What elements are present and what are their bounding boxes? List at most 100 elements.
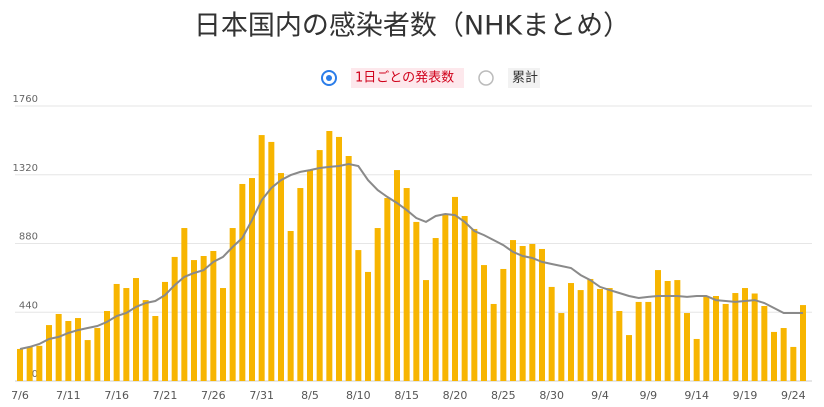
x-tick-label: 7/26 bbox=[201, 389, 226, 402]
bar bbox=[548, 286, 555, 381]
y-tick-label: 1760 bbox=[13, 94, 38, 105]
bar bbox=[142, 300, 149, 381]
bar bbox=[684, 313, 690, 381]
bar bbox=[104, 311, 110, 381]
bar bbox=[693, 338, 700, 381]
y-tick-label: 880 bbox=[19, 232, 38, 243]
bar bbox=[152, 316, 159, 381]
bar bbox=[713, 296, 719, 381]
bar bbox=[123, 288, 130, 381]
bar bbox=[297, 188, 304, 381]
x-tick-label: 7/6 bbox=[11, 389, 29, 402]
legend-radio-dot bbox=[326, 75, 332, 81]
bar bbox=[229, 228, 236, 381]
bar bbox=[722, 303, 729, 381]
y-tick-label: 1320 bbox=[13, 163, 38, 174]
bar bbox=[84, 340, 91, 381]
bar bbox=[55, 313, 62, 381]
bar bbox=[171, 256, 178, 381]
bar bbox=[249, 178, 255, 381]
x-tick-label: 8/25 bbox=[491, 389, 516, 402]
bar bbox=[191, 260, 197, 381]
bar bbox=[75, 318, 81, 381]
bar bbox=[200, 256, 207, 381]
bar bbox=[65, 321, 72, 381]
bar bbox=[423, 280, 429, 381]
x-tick-label: 8/10 bbox=[346, 389, 371, 402]
bar bbox=[26, 346, 33, 381]
average-line bbox=[19, 162, 803, 350]
bar bbox=[162, 281, 168, 381]
x-tick-label: 8/15 bbox=[394, 389, 419, 402]
y-tick-label: 0 bbox=[32, 369, 38, 380]
bar bbox=[316, 150, 323, 381]
bar bbox=[258, 135, 265, 381]
x-tick-label: 8/20 bbox=[443, 389, 468, 402]
bar bbox=[558, 313, 565, 381]
bar bbox=[519, 246, 526, 381]
legend-highlight bbox=[508, 68, 540, 88]
bar bbox=[17, 348, 23, 381]
bar bbox=[461, 216, 468, 381]
bar bbox=[413, 221, 420, 381]
bar bbox=[510, 240, 516, 381]
bar bbox=[732, 293, 739, 381]
bar bbox=[384, 198, 391, 381]
legend-label[interactable]: 1日ごとの発表数 bbox=[355, 70, 454, 86]
bar bbox=[220, 288, 226, 381]
bar bbox=[210, 251, 217, 381]
bar bbox=[771, 331, 777, 381]
x-tick-label: 9/9 bbox=[639, 389, 657, 402]
x-tick-label: 7/11 bbox=[56, 389, 81, 402]
bar bbox=[616, 311, 623, 381]
bar bbox=[394, 170, 400, 381]
bar bbox=[568, 283, 574, 381]
bar bbox=[355, 250, 362, 381]
bar bbox=[645, 301, 652, 381]
x-tick-label: 8/30 bbox=[539, 389, 564, 402]
bar bbox=[539, 248, 545, 381]
bar bbox=[181, 228, 188, 381]
bar bbox=[664, 281, 671, 381]
x-tick-label: 9/24 bbox=[781, 389, 806, 402]
bar bbox=[239, 183, 246, 381]
bar bbox=[471, 228, 478, 381]
bar bbox=[326, 131, 333, 381]
bar bbox=[403, 188, 410, 381]
bar bbox=[529, 243, 536, 381]
x-tick-label: 8/5 bbox=[301, 389, 319, 402]
bar bbox=[490, 303, 497, 381]
bar bbox=[761, 306, 768, 381]
bar bbox=[500, 268, 507, 381]
bar bbox=[278, 173, 284, 381]
bar bbox=[626, 335, 632, 381]
legend-label[interactable]: 累計 bbox=[512, 70, 538, 86]
x-tick-label: 9/19 bbox=[733, 389, 758, 402]
bar bbox=[703, 296, 710, 381]
chart-title: 日本国内の感染者数（NHKまとめ） bbox=[194, 11, 630, 42]
bar bbox=[790, 346, 797, 381]
bar bbox=[442, 213, 449, 381]
bar bbox=[742, 288, 748, 381]
x-tick-label: 9/4 bbox=[591, 389, 609, 402]
bar bbox=[597, 288, 603, 381]
bar bbox=[452, 196, 458, 381]
bar bbox=[635, 301, 642, 381]
legend-radio[interactable] bbox=[478, 70, 494, 86]
bar bbox=[336, 136, 342, 381]
bar bbox=[481, 265, 487, 381]
bar bbox=[780, 328, 787, 381]
bar bbox=[307, 170, 313, 381]
x-tick-label: 7/21 bbox=[153, 389, 178, 402]
bar bbox=[606, 288, 613, 381]
bar bbox=[655, 270, 661, 381]
bar bbox=[751, 293, 758, 381]
legend: 1日ごとの発表数 累計 bbox=[321, 68, 540, 88]
x-tick-label: 7/31 bbox=[249, 389, 274, 402]
bar bbox=[674, 280, 681, 381]
bar bbox=[268, 141, 275, 381]
bar bbox=[587, 278, 594, 381]
bar bbox=[577, 290, 584, 381]
bar bbox=[800, 305, 806, 381]
